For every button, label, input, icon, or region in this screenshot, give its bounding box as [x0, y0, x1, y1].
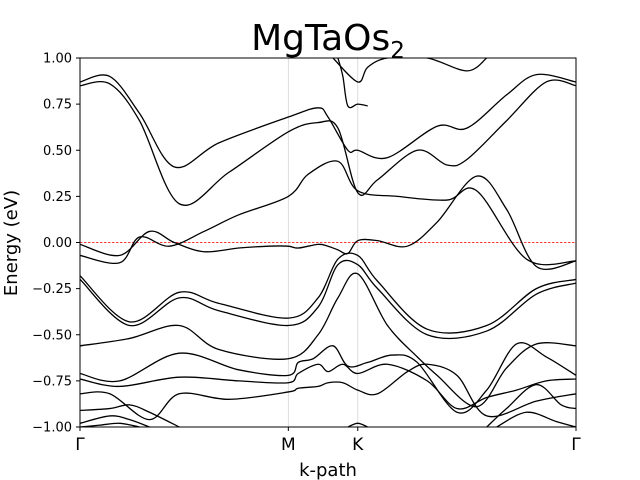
x-tick-label: M — [281, 435, 296, 455]
band-line-12 — [80, 363, 576, 421]
band-line-17 — [80, 422, 140, 427]
band-line-5 — [80, 160, 576, 266]
band-line-8 — [80, 259, 576, 340]
y-tick-label: −0.75 — [32, 374, 72, 389]
x-tick-label: Γ — [75, 435, 85, 455]
band-line-9 — [80, 272, 576, 408]
band-line-3 — [332, 58, 488, 83]
y-tick-label: −1.00 — [32, 421, 72, 436]
band-line-4 — [337, 58, 368, 109]
band-line-18 — [347, 422, 368, 427]
y-tick-label: −0.25 — [32, 282, 72, 297]
y-tick-label: 1.00 — [43, 52, 72, 67]
y-tick-label: 0.00 — [43, 236, 72, 251]
chart-title-main: MgTaOs — [251, 18, 390, 59]
band-line-15 — [80, 415, 150, 427]
x-tick-label: K — [352, 435, 364, 455]
chart-title: MgTaOs2 — [251, 18, 405, 64]
band-lines — [80, 58, 576, 427]
band-line-6 — [80, 175, 576, 271]
band-line-11 — [80, 363, 576, 410]
y-tick-label: 0.50 — [43, 144, 72, 159]
band-line-14 — [486, 383, 576, 427]
band-line-7 — [80, 252, 576, 334]
x-tick-label: Γ — [571, 435, 581, 455]
band-line-2 — [80, 79, 576, 206]
y-tick-label: −0.50 — [32, 328, 72, 343]
y-tick-label: 0.25 — [43, 190, 72, 205]
band-line-13 — [80, 404, 180, 427]
y-axis-ticks: −1.00 −0.75 −0.50 −0.25 0.00 0.25 0.50 0.75 1.00 — [32, 52, 80, 436]
band-line-10 — [80, 342, 576, 414]
y-axis-label: Energy (eV) — [1, 190, 22, 296]
chart-title-subscript: 2 — [390, 38, 405, 64]
y-tick-label: 0.75 — [43, 98, 72, 113]
band-line-16 — [496, 411, 576, 427]
x-axis-label: k-path — [299, 460, 357, 480]
band-line-1 — [80, 73, 576, 169]
